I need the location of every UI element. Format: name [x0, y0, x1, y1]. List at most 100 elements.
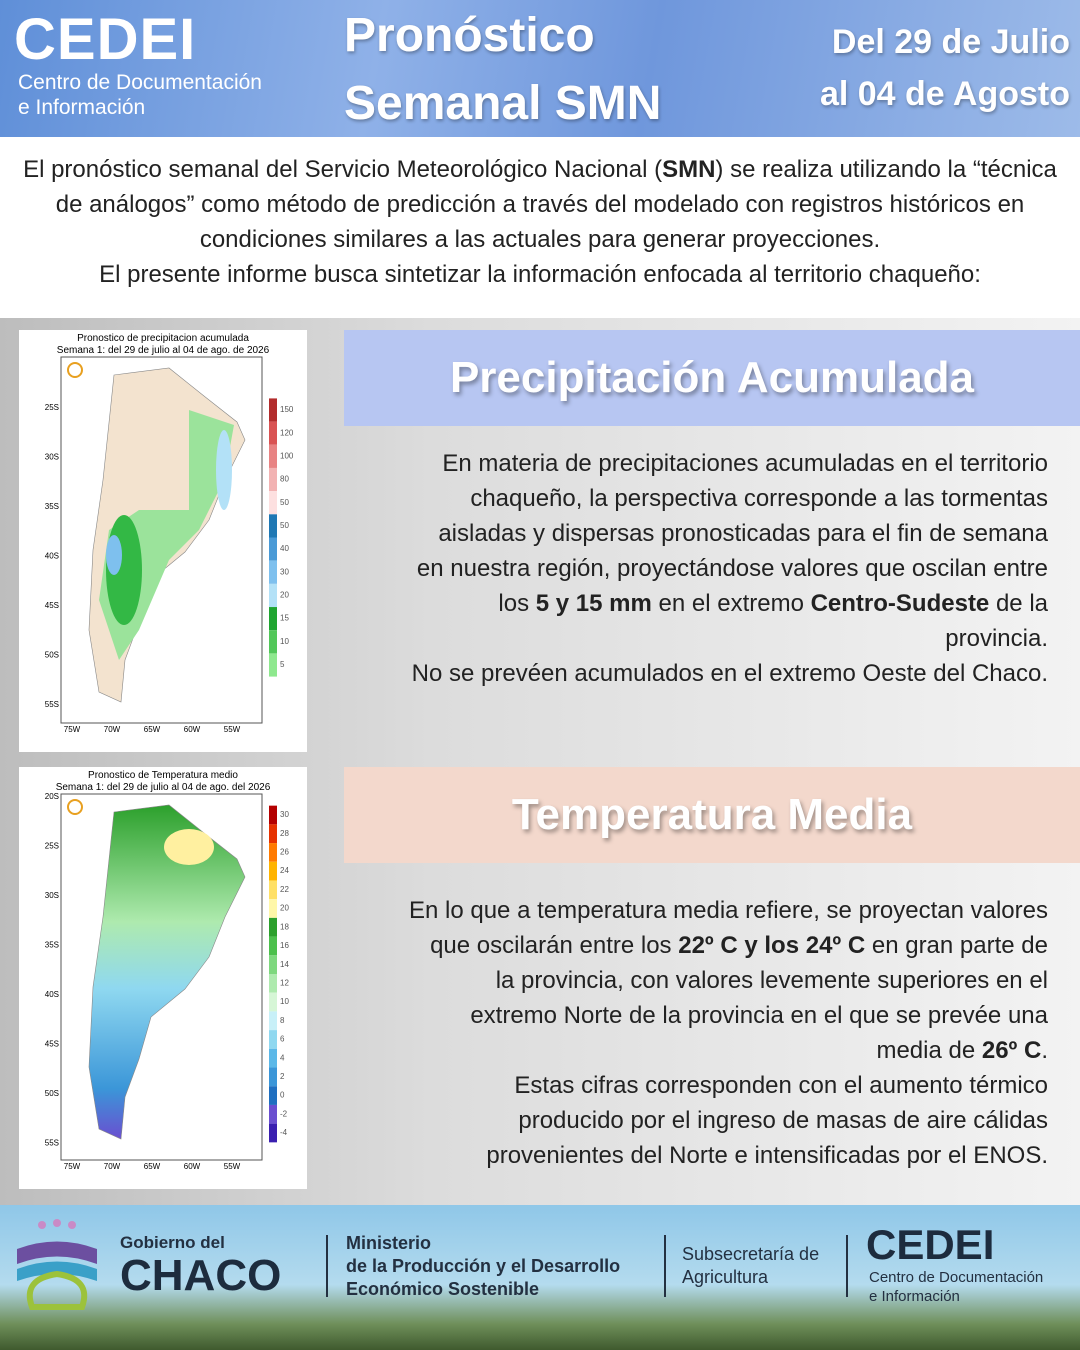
colorbar-cell — [269, 1011, 277, 1031]
heading-text: Precipitación Acumulada — [449, 353, 975, 402]
lat-label: 30S — [45, 891, 59, 900]
colorbar-cell — [269, 843, 277, 862]
lon-label: 55W — [224, 725, 241, 734]
lon-label: 65W — [144, 1162, 161, 1171]
paragraph: Estas cifras corresponden con el aumento… — [486, 1072, 1048, 1169]
lat-label: 25S — [45, 403, 59, 412]
bold-text: SMN — [662, 156, 716, 183]
bold-text: Centro-Sudeste — [810, 590, 990, 617]
colorbar-label: 40 — [280, 544, 289, 553]
colorbar-cell — [269, 1030, 277, 1049]
subsecretaria-line: Agricultura — [682, 1267, 769, 1287]
colorbar-label: 150 — [280, 405, 294, 414]
colorbar-cell — [269, 421, 277, 445]
colorbar-label: 28 — [280, 829, 289, 838]
colorbar-label: -4 — [280, 1128, 288, 1137]
colorbar-cell — [269, 936, 277, 956]
smn-logo — [67, 799, 83, 815]
colorbar-cell — [269, 1048, 277, 1068]
colorbar-cell — [269, 653, 277, 677]
lon-label: 70W — [104, 1162, 121, 1171]
colorbar-cell — [269, 630, 277, 654]
section-heading: Precipitación Acumulada — [344, 330, 1080, 426]
colorbar-label: 20 — [280, 591, 289, 600]
section-body: En materia de precipitaciones acumuladas… — [408, 446, 1048, 691]
colorbar-label: 30 — [280, 567, 289, 576]
ministry-line: Económico Sostenible — [346, 1279, 540, 1299]
cedei-subtitle: Centro de Documentación e Información — [869, 1268, 1043, 1306]
lon-label: 55W — [224, 1162, 241, 1171]
colorbar-label: 50 — [280, 521, 289, 530]
lat-label: 35S — [45, 502, 59, 511]
map: Pronostico de precipitacion acumuladaSem… — [45, 333, 294, 734]
gov-name: CHACO — [120, 1251, 282, 1300]
colorbar-cell — [269, 917, 277, 937]
logo-subtitle: Centro de Documentación e Información — [18, 70, 262, 120]
colorbar-cell — [269, 880, 277, 900]
colorbar-label: 20 — [280, 904, 289, 913]
title-line: Semanal SMN — [344, 77, 662, 130]
lat-label: 40S — [45, 990, 59, 999]
colorbar-label: 2 — [280, 1072, 285, 1081]
map-panel: Pronostico de precipitacion acumulada Sem… — [19, 330, 307, 752]
colorbar-label: 12 — [280, 978, 289, 987]
colorbar-cell — [269, 514, 277, 538]
title-line: Pronóstico — [344, 9, 595, 62]
colorbar-cell — [269, 1086, 277, 1105]
logo: CEDEI — [14, 7, 197, 72]
colorbar-cell — [269, 824, 277, 844]
paragraph: En materia de precipitaciones acumuladas… — [408, 446, 1048, 656]
gov-line: Gobierno del — [120, 1233, 225, 1252]
precip-area — [216, 430, 232, 510]
colorbar-label: 50 — [280, 498, 289, 507]
date-line: Del 29 de Julio — [831, 23, 1070, 61]
intro-paragraph: El pronóstico semanal del Servicio Meteo… — [0, 152, 1080, 257]
chaco-logo — [17, 1219, 97, 1310]
paragraph: No se prevéen acumulados en el extremo O… — [411, 660, 1048, 687]
colorbar-label: 0 — [280, 1091, 285, 1100]
map-subtitle: Semana 1: del 29 de julio al 04 de ago. … — [57, 345, 270, 356]
lon-label: 60W — [184, 1162, 201, 1171]
map-panel: Pronostico de Temperatura medio Semana 1:… — [19, 767, 307, 1189]
text: de la provincia. — [945, 590, 1048, 652]
colorbar-label: 80 — [280, 475, 289, 484]
lon-label: 60W — [184, 725, 201, 734]
lat-label: 50S — [45, 651, 59, 660]
colorbar-label: 6 — [280, 1035, 285, 1044]
precip-area — [106, 535, 122, 575]
colorbar-cell — [269, 560, 277, 584]
lon-label: 75W — [64, 1162, 81, 1171]
colorbar-label: 10 — [280, 997, 289, 1006]
text: En materia de precipitaciones acumuladas… — [416, 450, 1048, 617]
cedei-subtitle-line: Centro de Documentación — [869, 1269, 1044, 1286]
colorbar-label: 24 — [280, 866, 289, 875]
colorbar-label: 18 — [280, 922, 289, 931]
divider — [326, 1235, 328, 1297]
lon-label: 65W — [144, 725, 161, 734]
text: El pronóstico semanal del Servicio Meteo… — [23, 156, 663, 183]
colorbar-label: 5 — [280, 660, 285, 669]
colorbar-cell — [269, 583, 277, 608]
colorbar-label: 120 — [280, 428, 294, 437]
colorbar-cell — [269, 491, 277, 515]
colorbar-label: -2 — [280, 1109, 288, 1118]
colorbar-label: 4 — [280, 1053, 285, 1062]
lon-label: 75W — [64, 725, 81, 734]
colorbar-cell — [269, 607, 277, 631]
temp-area — [164, 829, 214, 865]
text: en gran parte de la provincia, con valor… — [470, 932, 1048, 1064]
subsecretaria-line: Subsecretaría de — [682, 1244, 820, 1264]
lat-label: 40S — [45, 552, 59, 561]
colorbar-cell — [269, 955, 277, 974]
cedei-logo: CEDEI — [866, 1221, 995, 1268]
subsecretaria: Subsecretaría de Agricultura — [682, 1243, 819, 1289]
footer: Gobierno del CHACO Ministerio de la Prod… — [0, 1205, 1080, 1350]
cedei-subtitle-line: e Información — [869, 1288, 960, 1305]
lat-label: 30S — [45, 453, 59, 462]
divider — [664, 1235, 666, 1297]
text: En lo que a temperatura media refiere, s… — [408, 897, 1048, 959]
paragraph: En lo que a temperatura media refiere, s… — [408, 893, 1048, 1068]
colorbar-cell — [269, 444, 277, 468]
